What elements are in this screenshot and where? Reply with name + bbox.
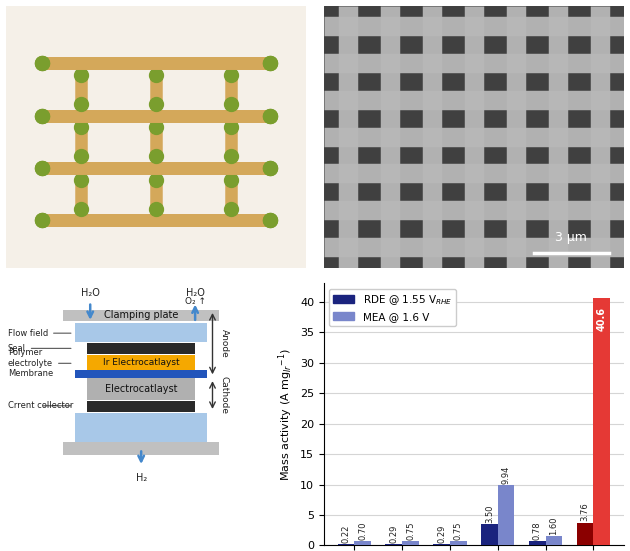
Text: Anode: Anode	[220, 329, 229, 358]
Bar	[87, 401, 195, 412]
Bar	[75, 370, 207, 378]
Legend: RDE @ 1.55 V$_{RHE}$, MEA @ 1.6 V: RDE @ 1.55 V$_{RHE}$, MEA @ 1.6 V	[329, 289, 456, 326]
Bar	[87, 378, 195, 400]
Bar	[338, 544, 354, 545]
Text: Ir Electrocatlayst: Ir Electrocatlayst	[103, 358, 180, 367]
Bar	[576, 522, 593, 545]
Text: Electrocatlayst: Electrocatlayst	[105, 384, 178, 394]
Bar	[498, 485, 515, 545]
Text: Cathode: Cathode	[220, 376, 229, 414]
Bar	[63, 310, 219, 321]
Bar	[593, 298, 610, 545]
Bar	[75, 413, 207, 442]
Text: 40.6: 40.6	[597, 307, 607, 331]
Bar	[87, 355, 195, 370]
Bar	[386, 544, 402, 545]
Text: H₂O: H₂O	[186, 288, 205, 298]
Text: 3.76: 3.76	[580, 503, 590, 521]
Text: H₂: H₂	[135, 473, 147, 483]
Text: 3.50: 3.50	[485, 504, 494, 523]
Text: O₂ ↑: O₂ ↑	[185, 296, 205, 306]
Bar	[63, 442, 219, 455]
Text: 3 μm: 3 μm	[555, 231, 587, 244]
Bar	[87, 343, 195, 354]
Bar	[354, 541, 371, 545]
Text: 0.22: 0.22	[341, 525, 350, 543]
Bar	[450, 541, 467, 545]
Text: 0.75: 0.75	[454, 521, 463, 539]
Y-axis label: Mass activity (A mg$_{Ir}$$^{-1}$): Mass activity (A mg$_{Ir}$$^{-1}$)	[276, 348, 295, 481]
Text: 0.29: 0.29	[437, 524, 446, 543]
Text: Crrent collector: Crrent collector	[8, 401, 73, 410]
Text: 0.70: 0.70	[358, 521, 367, 540]
Bar	[402, 541, 419, 545]
Text: Flow field: Flow field	[8, 328, 71, 338]
Text: H₂O: H₂O	[81, 288, 100, 298]
Bar	[481, 524, 498, 545]
Text: 0.29: 0.29	[389, 524, 398, 543]
Bar	[529, 541, 546, 545]
Bar	[546, 536, 563, 545]
Text: 1.60: 1.60	[549, 516, 558, 534]
Text: Seal: Seal	[8, 344, 71, 353]
Text: Clamping plate: Clamping plate	[104, 310, 178, 321]
Bar	[433, 544, 450, 545]
Text: Polymer
electrolyte
Membrane: Polymer electrolyte Membrane	[8, 348, 71, 378]
Text: 0.75: 0.75	[406, 521, 415, 539]
Text: 9.94: 9.94	[501, 465, 510, 484]
Bar	[75, 323, 207, 342]
Text: 0.78: 0.78	[533, 521, 542, 539]
